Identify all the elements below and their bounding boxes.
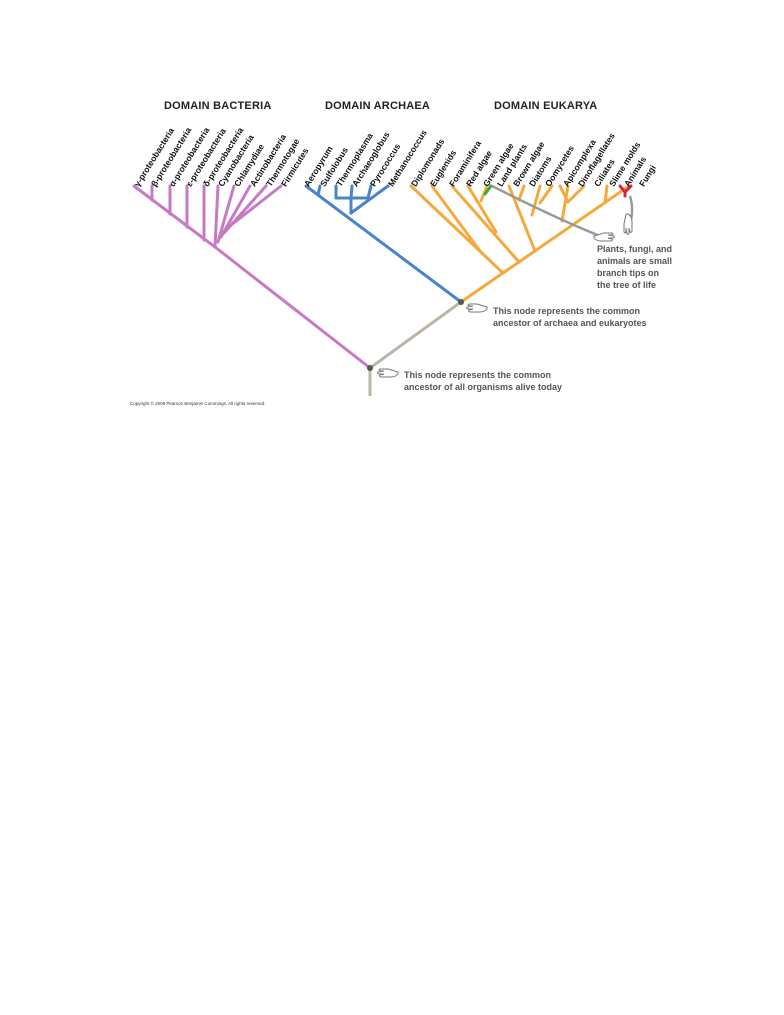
archaea-branches	[304, 184, 463, 304]
archaea-eukarya-stem	[369, 300, 462, 370]
copyright-notice: Copyright © 2008 Pearson Benjamin Cummin…	[130, 401, 266, 406]
annotation-root-node: This node represents the common ancestor…	[404, 370, 563, 392]
bacteria-branches	[132, 184, 372, 370]
fungi-animals-branch	[618, 184, 633, 198]
pointing-hand-icon	[593, 232, 615, 242]
archaea-eukarya-node	[458, 299, 464, 305]
domain-eukarya-title: DOMAIN EUKARYA	[494, 100, 598, 112]
pointing-hand-icon	[466, 303, 488, 313]
root-node	[367, 365, 373, 371]
pointing-hand-icon	[377, 368, 399, 378]
pointing-hand-icon	[623, 213, 633, 235]
eukarya-branches	[409, 184, 631, 304]
plants-branch	[483, 184, 493, 196]
annotation-archaea-eukaryote-node: This node represents the common ancestor…	[493, 306, 647, 328]
annotation-small-tips: Plants, fungi, and animals are small bra…	[597, 244, 673, 290]
domain-bacteria-title: DOMAIN BACTERIA	[164, 100, 272, 112]
domain-archaea-title: DOMAIN ARCHAEA	[325, 100, 431, 112]
pointer-line	[491, 184, 601, 238]
